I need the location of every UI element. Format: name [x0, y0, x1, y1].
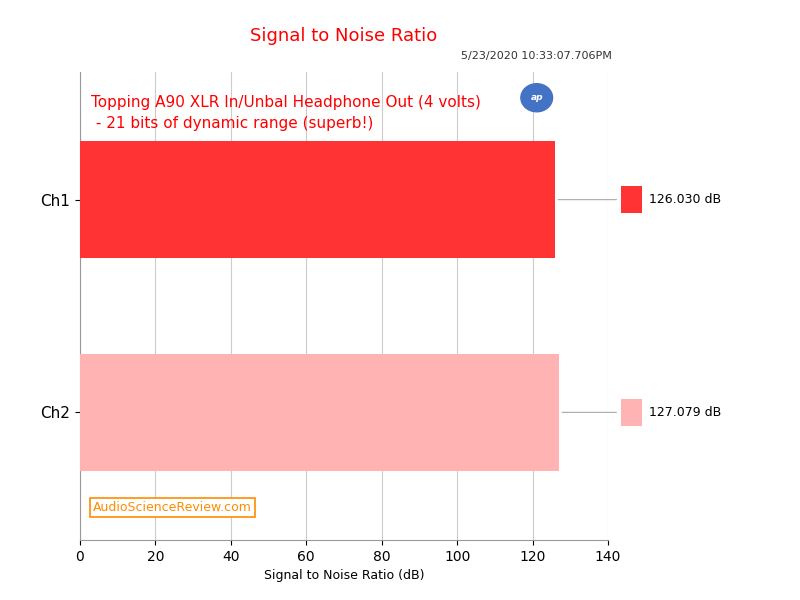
Text: 5/23/2020 10:33:07.706PM: 5/23/2020 10:33:07.706PM — [461, 51, 612, 61]
FancyBboxPatch shape — [622, 398, 642, 426]
Text: AudioScienceReview.com: AudioScienceReview.com — [93, 501, 252, 514]
X-axis label: Signal to Noise Ratio (dB): Signal to Noise Ratio (dB) — [264, 569, 424, 582]
Bar — [80, 141, 555, 258]
Text: Signal to Noise Ratio: Signal to Noise Ratio — [250, 27, 438, 45]
Text: 127.079 dB: 127.079 dB — [650, 406, 722, 419]
Bar — [80, 354, 559, 471]
Text: ap: ap — [530, 93, 543, 102]
Text: 126.030 dB: 126.030 dB — [650, 193, 722, 206]
FancyBboxPatch shape — [622, 186, 642, 214]
Text: Topping A90 XLR In/Unbal Headphone Out (4 volts)
 - 21 bits of dynamic range (su: Topping A90 XLR In/Unbal Headphone Out (… — [90, 95, 481, 131]
Circle shape — [521, 84, 553, 112]
